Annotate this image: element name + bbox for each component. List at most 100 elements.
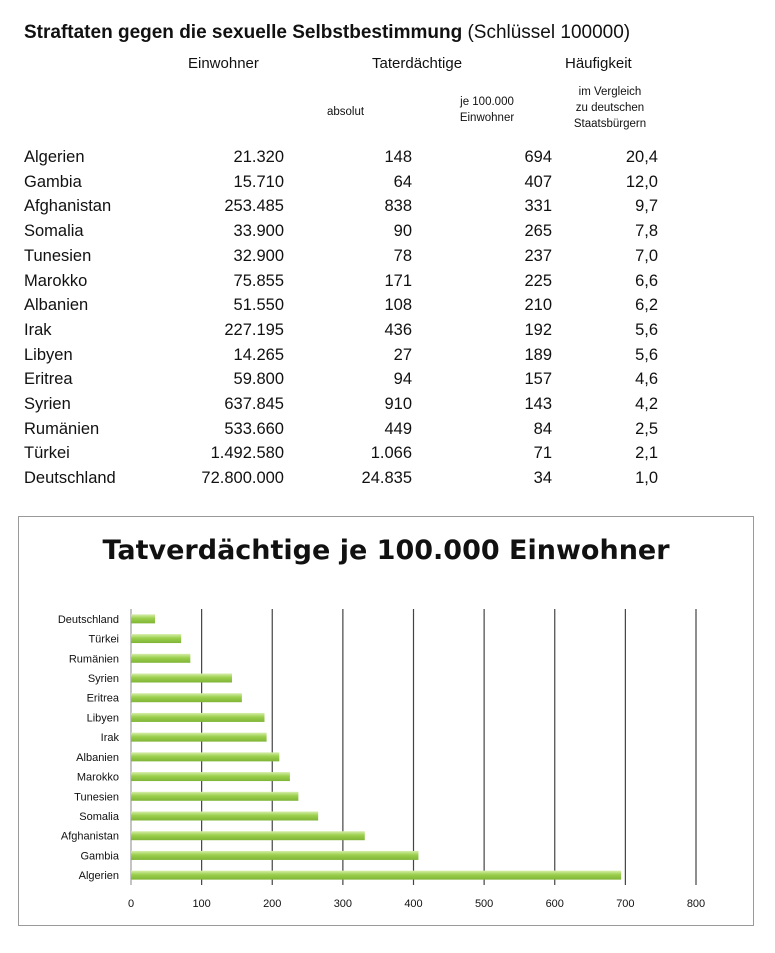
cell-absolut: 27 [393,345,412,364]
bar-eritrea [131,693,242,703]
x-tick-label: 0 [128,898,134,910]
subheader-vgl-line1: im Vergleich [578,86,642,98]
table-row: Algerien 21.320 148 694 20,4 [0,148,775,172]
cell-country: Tunesien [24,246,92,265]
table-row: Deutschland 72.800.000 24.835 34 1,0 [0,469,775,493]
subheader-absolut: absolut [327,106,365,118]
cell-country: Türkei [24,444,70,463]
header-haeufigkeit: Häufigkeit [565,55,632,72]
cell-absolut: 449 [384,419,412,438]
cell-einwohner: 637.845 [224,395,284,413]
cell-einwohner: 59.800 [233,370,284,389]
cell-einwohner: 33.900 [233,222,284,241]
cell-einwohner: 227.195 [224,320,284,339]
table-row: Afghanistan 253.485 838 331 9,7 [0,197,775,221]
subheader-je-100000: je 100.000 Einwohner [442,94,532,126]
cell-einwohner: 21.320 [233,148,284,166]
table-row: Marokko 75.855 171 225 6,6 [0,272,775,296]
cell-haeufigkeit: 2,5 [635,419,658,438]
table-row: Rumänien 533.660 449 84 2,5 [0,420,775,444]
table-row: Libyen 14.265 27 189 5,6 [0,346,775,370]
table-row: Tunesien 32.900 78 237 7,0 [0,247,775,271]
table-row: Gambia 15.710 64 407 12,0 [0,173,775,197]
bar-rumänien [131,653,191,663]
y-category-label: Türkei [88,634,119,646]
cell-absolut: 171 [384,271,412,290]
cell-haeufigkeit: 4,2 [635,395,658,413]
x-tick-label: 300 [334,898,352,910]
cell-einwohner: 75.855 [233,271,284,290]
y-category-label: Syrien [88,673,119,685]
y-category-label: Somalia [79,811,120,823]
bar-algerien [131,870,622,880]
cell-country: Irak [24,320,52,339]
x-tick-label: 200 [263,898,281,910]
x-tick-label: 600 [546,898,564,910]
cell-absolut: 910 [384,395,412,413]
cell-absolut: 78 [393,246,412,265]
bar-marokko [131,772,290,782]
cell-einwohner: 1.492.580 [210,444,284,463]
cell-absolut: 1.066 [370,444,412,463]
y-category-label: Tunesien [74,791,119,803]
table-row: Eritrea 59.800 94 157 4,6 [0,370,775,394]
cell-haeufigkeit: 6,6 [635,271,658,290]
chart-panel: Tatverdächtige je 100.000 Einwohner 0 100… [18,516,754,926]
cell-country: Afghanistan [24,197,112,216]
y-category-label: Albanien [76,752,119,764]
cell-je-100000: 407 [524,172,552,191]
cell-haeufigkeit: 4,6 [635,370,658,389]
cell-haeufigkeit: 7,0 [635,246,658,265]
cell-absolut: 436 [384,320,412,339]
y-category-label: Marokko [77,772,119,784]
cell-einwohner: 15.710 [233,172,284,191]
table-title-key: (Schlüssel 100000) [467,22,631,43]
cell-je-100000: 143 [524,395,552,413]
y-category-label: Libyen [87,712,119,724]
cell-einwohner: 253.485 [224,197,284,216]
y-category-label: Deutschland [58,614,119,626]
cell-einwohner: 14.265 [233,345,284,364]
cell-je-100000: 331 [524,197,552,216]
bar-albanien [131,752,280,762]
cell-haeufigkeit: 9,7 [635,197,658,216]
subheader-vgl-line3: Staatsbürgern [573,118,647,130]
y-category-label: Irak [101,732,120,744]
cell-je-100000: 71 [533,444,552,463]
cell-haeufigkeit: 5,6 [635,320,658,339]
cell-haeufigkeit: 5,6 [635,345,658,364]
subheader-vergleich: im Vergleich zu deutschen Staatsbürgern [560,84,660,132]
header-tatverdaechtige: Taterdächtige [372,55,463,72]
table-row: Irak 227.195 436 192 5,6 [0,321,775,345]
x-tick-label: 100 [192,898,210,910]
bar-türkei [131,634,182,644]
x-tick-label: 400 [404,898,422,910]
cell-country: Deutschland [24,469,116,488]
cell-absolut: 838 [384,197,412,216]
y-category-label: Eritrea [87,693,120,705]
cell-country: Somalia [24,222,84,241]
x-tick-label: 500 [475,898,493,910]
cell-haeufigkeit: 12,0 [625,172,658,191]
cell-haeufigkeit: 7,8 [635,222,658,241]
cell-einwohner: 533.660 [224,419,284,438]
bar-gambia [131,850,419,860]
cell-je-100000: 210 [524,296,552,315]
table-row: Albanien 51.550 108 210 6,2 [0,296,775,320]
bar-libyen [131,712,265,722]
cell-einwohner: 32.900 [233,246,284,265]
y-category-label: Afghanistan [61,831,119,843]
bar-irak [131,732,267,742]
cell-absolut: 94 [393,370,412,389]
cell-absolut: 24.835 [361,469,412,488]
cell-je-100000: 34 [533,469,552,488]
cell-je-100000: 157 [524,370,552,389]
cell-country: Libyen [24,345,73,364]
cell-country: Algerien [24,148,85,166]
cell-einwohner: 72.800.000 [201,469,284,488]
cell-einwohner: 51.550 [233,296,284,315]
bar-afghanistan [131,831,365,841]
table-title: Straftaten gegen die sexuelle Selbstbest… [24,22,630,44]
header-einwohner: Einwohner [188,55,259,72]
cell-je-100000: 189 [524,345,552,364]
